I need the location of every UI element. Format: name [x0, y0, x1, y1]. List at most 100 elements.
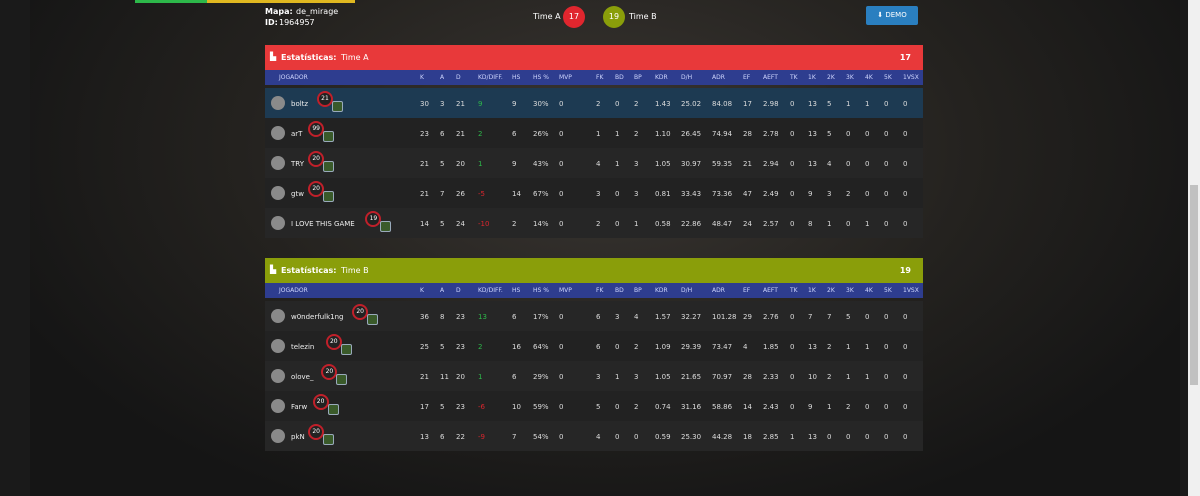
stat: 0	[827, 433, 832, 441]
stat: 22.86	[681, 220, 702, 228]
column-label: 5K	[884, 74, 892, 81]
column-label: 1VSX	[903, 74, 919, 81]
stat: 6	[512, 373, 517, 381]
stat: 0	[559, 100, 564, 108]
stat: 0	[865, 403, 870, 411]
stat: 1.57	[655, 313, 671, 321]
rank-icon	[323, 131, 335, 142]
avatar	[271, 309, 285, 323]
player-row[interactable]: TRY 20 21 5 20 1 9 43% 0 4 1 3 1.05 30.97 59.35 21 2.94 0…	[265, 148, 923, 178]
stat: 1	[846, 343, 851, 351]
stat: -5	[478, 190, 485, 198]
column-label: 1K	[808, 287, 816, 294]
stat: 2.57	[763, 220, 779, 228]
stat: 0	[559, 313, 564, 321]
player-row[interactable]: arT 99 23 6 21 2 6 26% 0 1 1 2 1.10 26.45 74.94 28 2.78 0…	[265, 118, 923, 148]
stat: 6	[440, 130, 445, 138]
stat: 1	[865, 373, 870, 381]
player-name[interactable]: TRY	[291, 160, 304, 168]
stat: 23	[420, 130, 429, 138]
column-label: 1VSX	[903, 287, 919, 294]
stat: 25	[420, 343, 429, 351]
stat: 0.58	[655, 220, 671, 228]
player-row[interactable]: olove_ 20 21 11 20 1 6 29% 0 3 1 3 1.05 21.65 70.97 28 2…	[265, 361, 923, 391]
rank-icon	[332, 101, 343, 112]
level-badge: 20	[308, 151, 325, 167]
player-row[interactable]: I LOVE THIS GAME 19 14 5 24 -10 2 14% 0 2 0 1 0.58 22…	[265, 208, 923, 238]
player-name[interactable]: I LOVE THIS GAME	[291, 220, 355, 228]
stat: 8	[440, 313, 445, 321]
avatar	[271, 429, 285, 443]
stat: 0	[903, 313, 908, 321]
player-name[interactable]: arT	[291, 130, 303, 138]
player-name[interactable]: boltz	[291, 100, 309, 108]
stat: 0	[790, 100, 795, 108]
column-label: KDR	[655, 287, 668, 294]
scrollbar[interactable]	[1188, 0, 1200, 496]
stat: 64%	[533, 343, 549, 351]
player-row[interactable]: gtw 20 21 7 26 -5 14 67% 0 3 0 3 0.81 33.43 73.36 47 2.4…	[265, 178, 923, 208]
player-row[interactable]: pkN 20 13 6 22 -9 7 54% 0 4 0 0 0.59 25.30 44.28 18 2.85…	[265, 421, 923, 451]
map: de_mirage	[296, 7, 339, 16]
stat: 2	[634, 343, 639, 351]
score-b: 19	[603, 6, 625, 28]
player-name[interactable]: gtw	[291, 190, 304, 198]
team-name: Time B	[341, 266, 369, 275]
avatar	[271, 126, 285, 140]
stat: 21	[456, 100, 465, 108]
stat: 3	[440, 100, 445, 108]
stat: 1	[790, 433, 795, 441]
stat: 4	[743, 343, 748, 351]
player-name[interactable]: pkN	[291, 433, 305, 441]
level-badge: 20	[308, 181, 325, 197]
stat: 25.02	[681, 100, 702, 108]
player-row[interactable]: w0nderfulk1ng 20 36 8 23 13 6 17% 0 6 3 4 1.57 32.27 1…	[265, 301, 923, 331]
stat: 67%	[533, 190, 549, 198]
stat: 14%	[533, 220, 549, 228]
column-label: JOGADOR	[279, 74, 308, 81]
column-label: HS %	[533, 287, 549, 294]
stats-icon: ▙	[270, 52, 277, 61]
player-row[interactable]: Farw 20 17 5 23 -6 10 59% 0 5 0 2 0.74 31.16 58.86 14 2.…	[265, 391, 923, 421]
stat: 5	[827, 130, 832, 138]
player-name[interactable]: telezin	[291, 343, 315, 351]
stat: 24	[743, 220, 752, 228]
player-name[interactable]: olove_	[291, 373, 314, 381]
stat: 0	[846, 160, 851, 168]
stat: 7	[827, 313, 832, 321]
stat: 0	[884, 190, 889, 198]
stat: 14	[512, 190, 521, 198]
level-badge: 21	[317, 91, 333, 107]
stat: 2.33	[763, 373, 779, 381]
avatar	[271, 399, 285, 413]
player-row[interactable]: boltz 21 30 3 21 9 9 30% 0 2 0 2 1.43 25.02 84.08 17 2.9…	[265, 88, 923, 118]
rank-icon	[380, 221, 392, 232]
column-label: FK	[596, 287, 604, 294]
stat: 0	[903, 100, 908, 108]
column-label: BD	[615, 287, 624, 294]
stat: 1.43	[655, 100, 671, 108]
column-label: A	[440, 74, 445, 81]
stat: 0	[884, 130, 889, 138]
stat: 11	[440, 373, 449, 381]
stat: 13	[808, 130, 817, 138]
stat: 0	[559, 190, 564, 198]
stat: 0	[559, 403, 564, 411]
column-header: JOGADOR K A D KD/DIFF. HS HS % MVP FK BD BP KDR D/H A…	[265, 283, 923, 298]
column-label: 3K	[846, 74, 854, 81]
stat: 17%	[533, 313, 549, 321]
stat: 0	[846, 220, 851, 228]
stat: 0	[559, 433, 564, 441]
player-row[interactable]: telezin 20 25 5 23 2 16 64% 0 6 0 2 1.09 29.39 73.47 4 1…	[265, 331, 923, 361]
stat: 47	[743, 190, 752, 198]
stat: 23	[456, 343, 465, 351]
player-name[interactable]: w0nderfulk1ng	[291, 313, 344, 321]
player-name[interactable]: Farw	[291, 403, 308, 411]
stat: 3	[634, 373, 639, 381]
demo-button[interactable]: ⬇ DEMO	[866, 6, 918, 25]
stat: 21	[456, 130, 465, 138]
stat: 7	[808, 313, 813, 321]
stat: 0	[903, 373, 908, 381]
rank-icon	[336, 374, 348, 385]
